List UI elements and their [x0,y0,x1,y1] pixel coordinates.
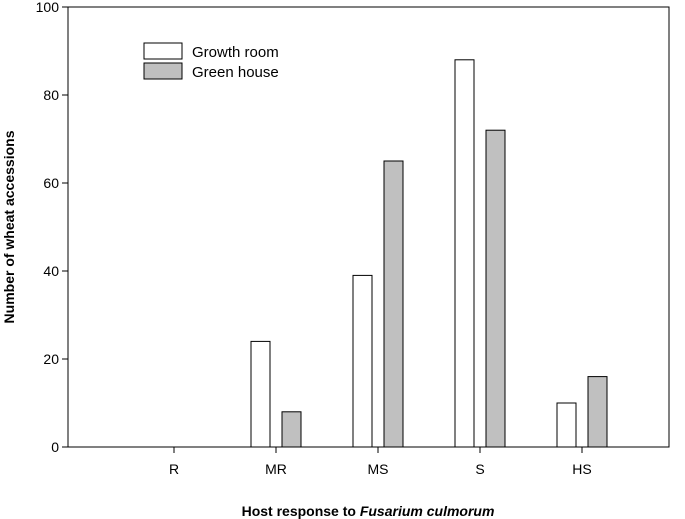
bar-green-house-MS [383,160,404,448]
bar-green-house-S [485,129,506,448]
y-axis-title: Number of wheat accessions [1,130,17,323]
bar-growth-room-S [454,59,475,448]
bars-group [250,59,608,448]
bar-green-house-MR [281,411,302,448]
bar-green-house-HS [587,376,608,448]
x-tick-label-HS: HS [572,461,591,477]
y-axis: 0 20 40 60 80 100 [36,0,68,455]
x-tick-label-S: S [475,461,484,477]
x-axis-title-prefix: Host response to [242,503,360,519]
y-tick-label-4: 80 [43,87,59,103]
legend-label-0: Growth room [192,44,279,61]
bar-growth-room-MR [250,340,271,448]
legend-swatch-0 [143,42,183,60]
y-tick-label-0: 0 [51,439,59,455]
legend-label-1: Green house [192,64,279,81]
x-tick-label-MR: MR [265,461,287,477]
plot-frame [67,6,670,448]
bar-growth-room-MS [352,274,373,448]
x-axis-title-italic: Fusarium culmorum [360,503,495,519]
y-tick-label-1: 20 [43,351,59,367]
y-tick-label-3: 60 [43,175,59,191]
bar-growth-room-HS [556,402,577,448]
x-axis: R MR MS S HS [169,447,592,477]
legend-swatch-1 [143,62,183,80]
x-tick-label-R: R [169,461,179,477]
y-tick-label-2: 40 [43,263,59,279]
legend: Growth room Green house [143,42,279,81]
y-tick-label-5: 100 [36,0,60,15]
x-axis-title: Host response to Fusarium culmorum [242,503,495,519]
x-tick-label-MS: MS [368,461,389,477]
